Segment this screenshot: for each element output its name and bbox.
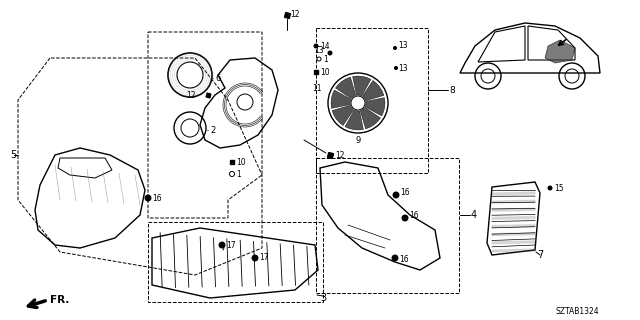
Bar [148, 222, 323, 302]
Bar [316, 158, 459, 293]
Polygon shape [365, 98, 385, 116]
Text: 10: 10 [320, 68, 330, 76]
Text: 13: 13 [314, 45, 324, 54]
Text: 13: 13 [398, 63, 408, 73]
Polygon shape [335, 77, 356, 99]
Text: 1: 1 [323, 54, 328, 63]
Text: 16: 16 [399, 255, 408, 265]
Polygon shape [492, 192, 535, 195]
Text: 16: 16 [152, 194, 162, 203]
Bar [316, 28, 428, 173]
Text: 12: 12 [290, 10, 300, 19]
Text: 13: 13 [398, 41, 408, 50]
Text: 4: 4 [471, 210, 477, 220]
Circle shape [392, 255, 398, 261]
Text: 12: 12 [186, 91, 196, 100]
Text: 10: 10 [236, 157, 246, 166]
Polygon shape [332, 105, 353, 125]
Text: 9: 9 [355, 135, 360, 145]
Text: 12: 12 [335, 150, 344, 159]
Text: SZTAB1324: SZTAB1324 [555, 308, 598, 316]
Circle shape [394, 67, 397, 69]
Circle shape [351, 96, 365, 110]
Text: 15: 15 [554, 183, 564, 193]
Polygon shape [362, 81, 384, 101]
Circle shape [402, 215, 408, 221]
Text: 3: 3 [320, 293, 326, 303]
Circle shape [393, 192, 399, 198]
Circle shape [394, 46, 397, 50]
Circle shape [548, 186, 552, 190]
Circle shape [219, 242, 225, 248]
Circle shape [328, 51, 332, 55]
Text: 8: 8 [449, 85, 455, 94]
Polygon shape [492, 249, 535, 252]
Text: 11: 11 [312, 84, 321, 92]
Polygon shape [360, 108, 381, 129]
Circle shape [252, 255, 258, 261]
Text: 14: 14 [320, 42, 330, 51]
Polygon shape [492, 208, 535, 211]
Text: 16: 16 [409, 211, 419, 220]
Polygon shape [492, 233, 535, 236]
Polygon shape [545, 40, 575, 63]
Text: 7: 7 [537, 250, 543, 260]
Polygon shape [353, 76, 371, 96]
Text: 16: 16 [400, 188, 410, 196]
Text: 17: 17 [226, 241, 236, 250]
Polygon shape [331, 90, 351, 108]
Text: FR.: FR. [50, 295, 69, 305]
Text: 6: 6 [215, 74, 220, 83]
Polygon shape [492, 216, 535, 220]
Text: 2: 2 [210, 125, 215, 134]
Polygon shape [492, 225, 535, 228]
Polygon shape [492, 200, 535, 203]
Text: 5: 5 [10, 150, 16, 160]
Circle shape [314, 44, 318, 48]
Polygon shape [345, 110, 364, 130]
Polygon shape [492, 241, 535, 244]
Text: 1: 1 [236, 170, 241, 179]
Circle shape [145, 195, 151, 201]
Text: 17: 17 [259, 253, 269, 262]
